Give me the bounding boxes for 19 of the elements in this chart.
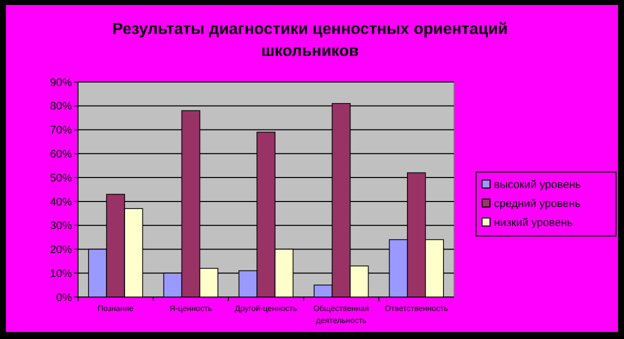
y-tick-label: 50% — [50, 172, 72, 184]
y-tick-label: 0% — [56, 292, 72, 304]
legend-label: низкий уровень — [494, 216, 573, 229]
x-tick-label: Познание — [98, 304, 134, 313]
y-tick-label: 20% — [50, 244, 72, 256]
y-tick-label: 30% — [50, 220, 72, 232]
x-tick-label: Я-ценность — [170, 304, 212, 313]
y-tick-label: 90% — [50, 76, 72, 89]
x-tick-label: Общественная деятельность — [313, 304, 370, 325]
legend-label: высокий уровень — [494, 178, 582, 191]
y-tick-label: 80% — [50, 100, 72, 113]
x-tick-label: Ответственность — [384, 304, 448, 313]
y-tick-label: 60% — [50, 148, 72, 161]
y-tick-label: 70% — [50, 124, 72, 137]
y-tick-label: 40% — [50, 196, 72, 208]
y-tick-label: 10% — [50, 268, 72, 280]
chart-title: Результаты диагностики ценностных ориентаций школьников — [112, 21, 508, 60]
legend-label: средний уровень — [494, 198, 581, 210]
x-tick-label: Другой-ценность — [234, 304, 298, 313]
